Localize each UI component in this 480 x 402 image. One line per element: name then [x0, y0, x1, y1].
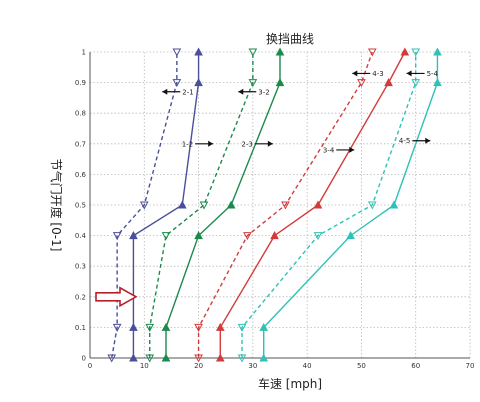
y-tick-label: 0.8	[75, 110, 86, 118]
data-point-marker	[161, 232, 171, 241]
data-point-marker	[194, 354, 203, 363]
shift-annotation-label: 3-4	[323, 146, 335, 154]
data-point-marker	[177, 200, 187, 209]
data-point-marker	[248, 48, 258, 57]
data-point-marker	[384, 78, 393, 87]
y-tick-label: 0.7	[75, 140, 86, 148]
shift-annotation-label: 2-1	[182, 88, 193, 96]
data-point-marker	[367, 201, 377, 210]
y-tick-label: 0.5	[75, 202, 86, 210]
highlight-arrow-shape	[95, 286, 138, 308]
shift-annotation-label: 5-4	[427, 70, 439, 78]
chart-title: 换挡曲线	[266, 32, 314, 46]
x-tick-label: 10	[140, 362, 149, 370]
data-point-marker	[237, 323, 247, 332]
shift-annotation-arrowhead	[406, 70, 412, 77]
y-tick-label: 0.9	[75, 79, 86, 87]
y-tick-label: 0.2	[75, 293, 86, 301]
data-point-marker	[107, 354, 117, 363]
data-point-marker	[129, 353, 138, 362]
data-point-marker	[215, 353, 225, 362]
x-tick-label: 0	[88, 362, 92, 370]
highlight-arrow	[95, 286, 138, 308]
shift-annotation-arrowhead	[238, 88, 244, 95]
x-tick-label: 70	[466, 362, 475, 370]
series-line	[132, 52, 200, 358]
series-line	[263, 52, 439, 358]
data-point-marker	[226, 200, 236, 209]
data-point-marker	[357, 79, 366, 88]
x-tick-label: 50	[357, 362, 366, 370]
data-point-marker	[433, 47, 442, 56]
data-point-marker	[389, 200, 399, 209]
y-tick-label: 0.3	[75, 263, 86, 271]
data-point-marker	[199, 201, 209, 210]
data-point-marker	[237, 354, 247, 363]
data-point-marker	[313, 232, 323, 241]
data-point-marker	[129, 231, 138, 240]
data-point-marker	[400, 47, 410, 56]
y-tick-label: 0	[82, 355, 86, 363]
data-point-marker	[194, 78, 203, 87]
shift-annotation-label: 4-3	[372, 70, 383, 78]
data-point-marker	[194, 323, 203, 332]
data-point-marker	[346, 231, 355, 240]
shift-annotation-label: 2-3	[241, 140, 252, 148]
x-tick-label: 60	[411, 362, 420, 370]
data-point-marker	[112, 323, 122, 332]
data-point-marker	[275, 47, 285, 56]
plot-area: 0 10 20 30 40 50 60 70 0 0.1 0.2 0.3 0.4 0.5 0.6 0.7 0.8…	[75, 47, 475, 370]
data-point-marker	[281, 201, 290, 210]
data-point-marker	[112, 232, 122, 241]
shift-annotation-label: 4-5	[399, 137, 410, 145]
shift-annotation-arrowhead	[162, 88, 168, 95]
data-point-marker	[411, 79, 421, 88]
data-point-marker	[433, 78, 442, 87]
x-tick-label: 20	[194, 362, 203, 370]
data-point-marker	[139, 201, 149, 210]
y-tick-label: 0.4	[75, 232, 87, 240]
series-line	[111, 52, 178, 359]
series-line	[149, 52, 254, 358]
data-point-marker	[259, 322, 269, 331]
data-point-marker	[145, 323, 155, 332]
data-point-marker	[367, 48, 377, 57]
data-point-marker	[411, 48, 421, 57]
shift-annotation-arrowhead	[425, 137, 431, 144]
data-point-marker	[275, 78, 285, 87]
data-point-marker	[313, 200, 323, 209]
data-point-marker	[161, 353, 171, 362]
series-line	[219, 51, 406, 358]
data-point-marker	[129, 322, 138, 331]
shift-annotation-label: 3-2	[258, 88, 269, 96]
series-line	[165, 52, 281, 358]
data-point-marker	[145, 354, 155, 363]
data-point-marker	[161, 322, 171, 331]
data-point-marker	[172, 48, 182, 57]
data-point-marker	[243, 232, 252, 241]
data-point-marker	[248, 79, 258, 88]
shift-annotation-label: 1-2	[182, 140, 193, 148]
series-line	[197, 51, 373, 358]
x-axis-label: 车速 [mph]	[258, 376, 322, 391]
data-point-marker	[259, 353, 269, 362]
x-tick-label: 30	[248, 362, 257, 370]
y-tick-label: 1	[82, 49, 86, 57]
shift-annotation-arrowhead	[352, 70, 358, 77]
y-axis-label: 节气门开度 [0-1]	[49, 159, 64, 252]
shift-annotation-arrowhead	[267, 140, 273, 147]
shift-annotation-arrowhead	[349, 146, 355, 153]
data-point-marker	[172, 79, 182, 88]
data-point-marker	[194, 47, 203, 56]
y-tick-label: 0.6	[75, 171, 87, 179]
y-tick-label: 0.1	[75, 324, 86, 332]
data-point-marker	[194, 231, 203, 240]
data-point-marker	[270, 231, 279, 240]
data-point-marker	[215, 322, 225, 331]
x-tick-label: 40	[303, 362, 312, 370]
shift-annotation-arrowhead	[208, 140, 214, 147]
